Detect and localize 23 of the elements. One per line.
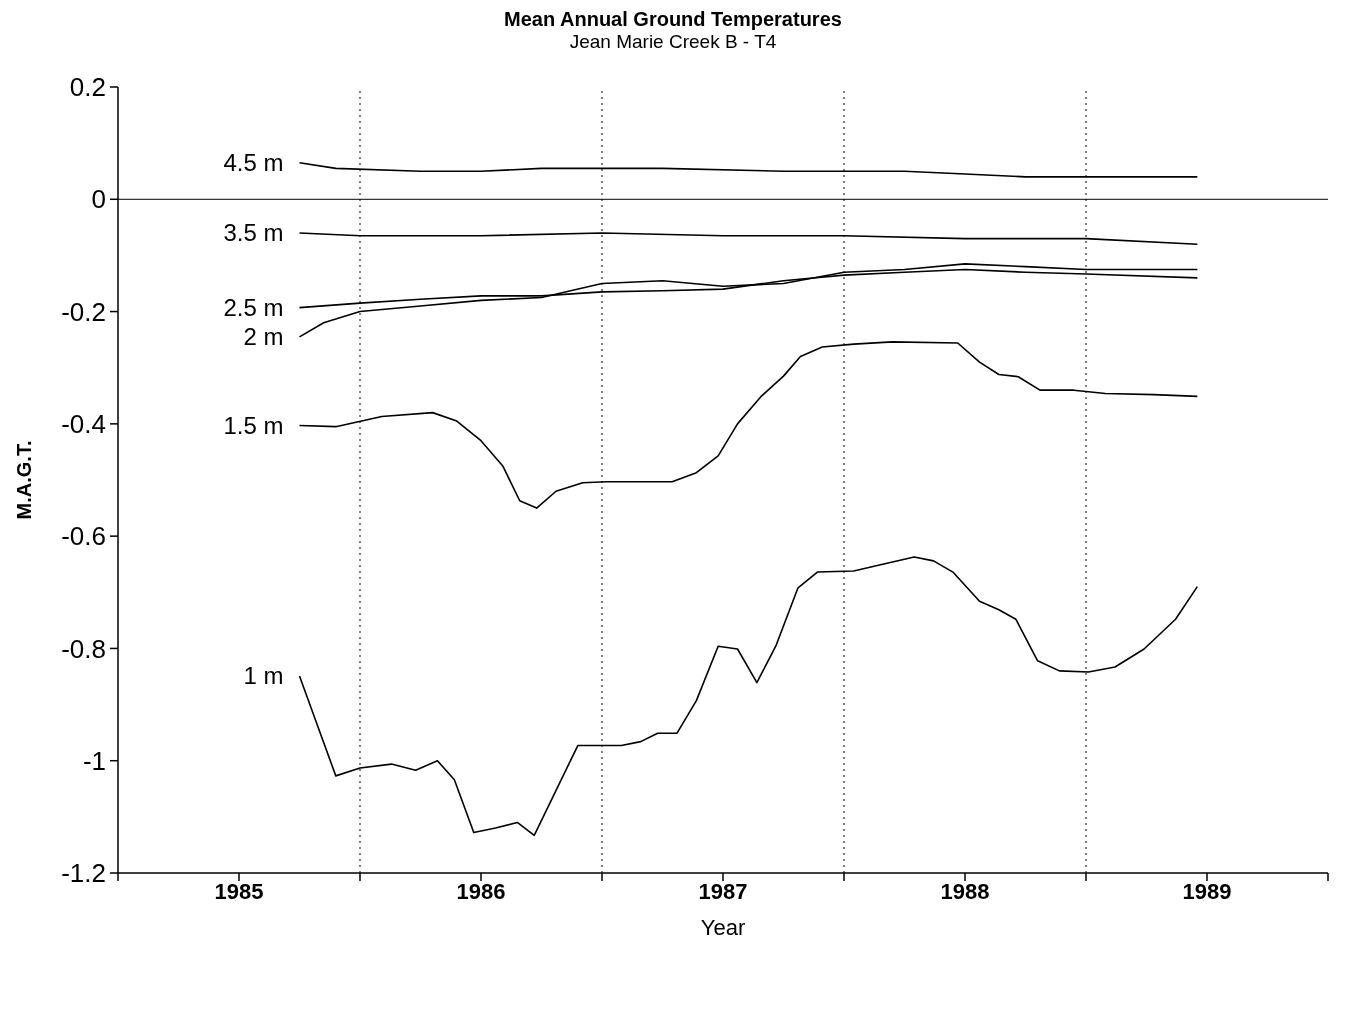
y-axis-title: M.A.G.T. (13, 440, 36, 520)
series-label: 1.5 m (223, 411, 284, 439)
x-tick-label: 1988 (940, 878, 990, 904)
series-label: 4.5 m (223, 149, 284, 177)
x-tick-label: 1986 (456, 878, 506, 904)
y-tick-label: -1 (82, 745, 106, 776)
series-label: 1 m (243, 662, 284, 690)
x-tick-label: 1987 (698, 878, 748, 904)
y-tick-label: -0.6 (61, 521, 106, 552)
y-tick-label: -1.2 (61, 858, 106, 889)
chart-subtitle: Jean Marie Creek B - T4 (568, 31, 778, 53)
y-tick-label: 0 (91, 184, 106, 215)
y-tick-label: -0.4 (61, 408, 106, 439)
y-tick-label: -0.2 (61, 296, 106, 327)
series-label: 3.5 m (223, 219, 284, 247)
x-tick-label: 1989 (1182, 878, 1232, 904)
x-tick-label: 1985 (214, 878, 264, 904)
y-tick-label: -0.8 (61, 633, 106, 664)
series-label: 2.5 m (223, 294, 284, 322)
x-axis-title: Year (700, 915, 746, 940)
series-label: 2 m (243, 323, 284, 351)
chart-title: Mean Annual Ground Temperatures (503, 8, 843, 31)
y-tick-label: 0.2 (69, 72, 106, 103)
